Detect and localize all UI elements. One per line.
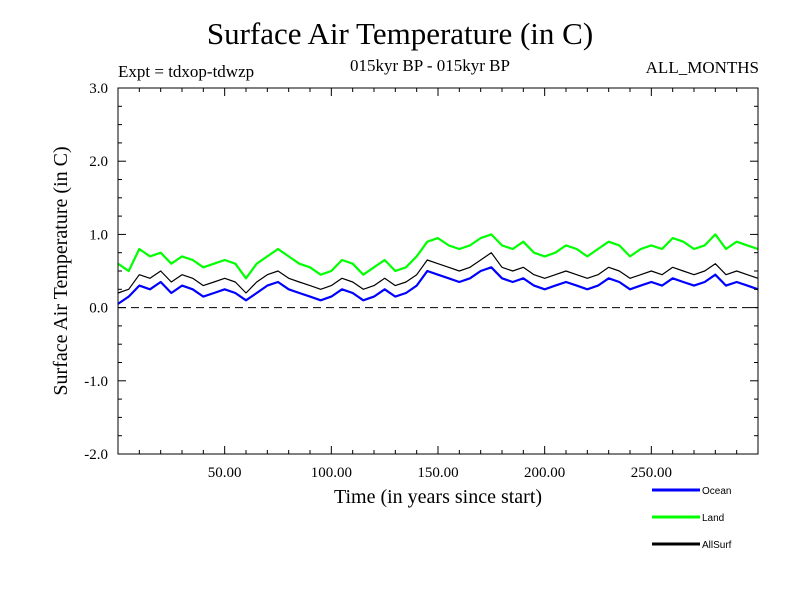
x-tick-label: 250.00 [631,465,672,481]
y-tick-label: 3.0 [89,81,108,97]
legend-label-land: Land [702,513,724,524]
series-line-ocean [117,266,759,305]
y-axis-label: Surface Air Temperature (in C) [50,146,72,395]
series-line-land [117,233,759,280]
x-axis-label: Time (in years since start) [334,486,542,508]
axis-ticks [117,87,759,455]
months-label: ALL_MONTHS [645,58,759,77]
y-tick-label: 0.0 [89,301,108,317]
tick-labels: -2.0 -1.0 0.0 1.0 2.0 3.0 50.00 100.00 150.00 200… [84,81,672,481]
x-tick-label: 100.00 [311,465,352,481]
x-tick-label: 200.00 [524,465,565,481]
legend: Ocean Land AllSurf [652,486,732,551]
x-tick-label: 50.00 [208,465,242,481]
legend-label-ocean: Ocean [702,486,731,497]
series-layer [117,233,759,305]
experiment-label: Expt = tdxop-tdwzp [118,62,255,81]
y-tick-label: -2.0 [84,447,108,463]
series-line-allsurf [117,252,759,294]
x-tick-label: 150.00 [417,465,458,481]
chart-title: Surface Air Temperature (in C) [206,16,594,51]
period-label: 015kyr BP - 015kyr BP [350,56,510,75]
plot-frame [117,87,759,455]
y-tick-label: -1.0 [84,374,108,390]
y-tick-label: 1.0 [89,227,108,243]
legend-label-allsurf: AllSurf [702,540,732,551]
y-tick-label: 2.0 [89,154,108,170]
